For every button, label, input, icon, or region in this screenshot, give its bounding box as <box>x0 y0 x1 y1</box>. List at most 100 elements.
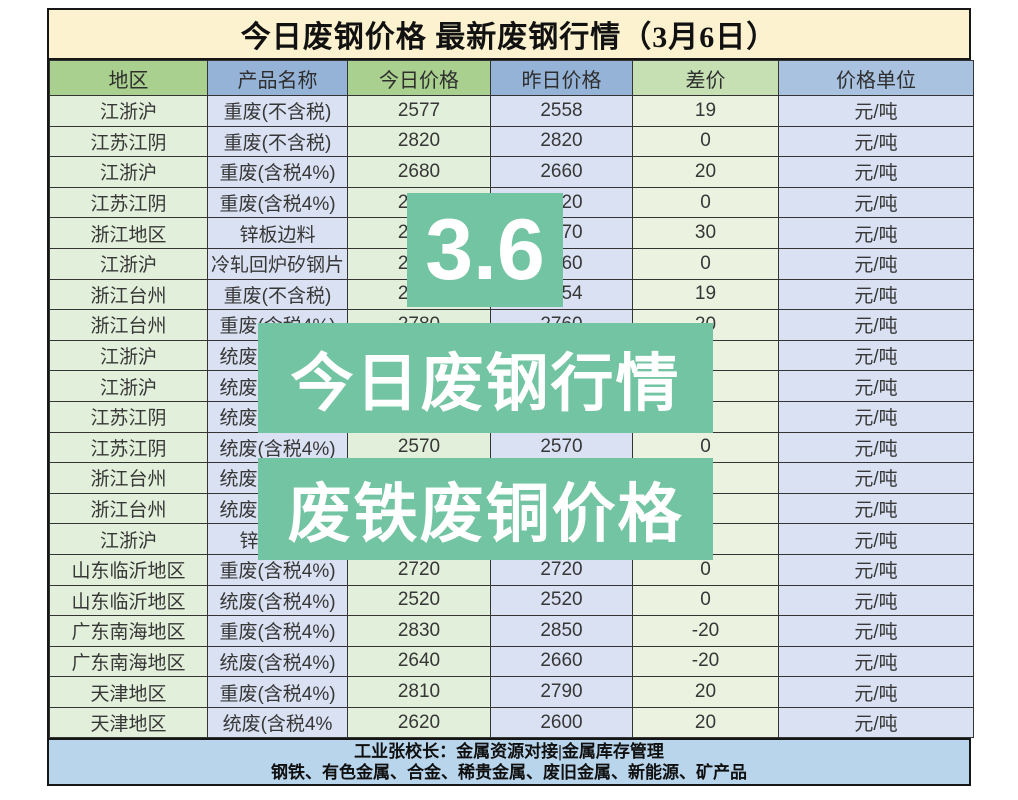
table-cell: 19 <box>632 95 779 127</box>
table-row: 天津地区 重废(含税4%) 2810 2790 20 元/吨 <box>49 676 974 708</box>
footer-line-2: 钢铁、有色金属、合金、稀贵金属、废旧金属、新能源、矿产品 <box>271 763 747 783</box>
table-cell: 山东临沂地区 <box>49 584 208 617</box>
table-cell: 2820 <box>347 125 491 158</box>
table-cell: 2660 <box>490 156 633 188</box>
table-cell: 元/吨 <box>778 431 974 464</box>
table-row: 江浙沪 重废(含税4%) 2680 2660 20 元/吨 <box>49 156 974 188</box>
table-cell: 20 <box>632 156 779 188</box>
table-cell: 广东南海地区 <box>49 645 208 678</box>
table-cell: 2520 <box>490 584 633 617</box>
table-cell: 0 <box>632 584 779 617</box>
table-cell: 2850 <box>490 615 633 647</box>
table-cell: 统废(含税4%) <box>207 584 348 617</box>
table-cell: 2810 <box>347 676 491 708</box>
table-cell: 2640 <box>347 645 491 678</box>
table-cell: 2577 <box>347 95 491 127</box>
table-cell: 重废(不含税) <box>207 95 348 127</box>
table-cell: 2520 <box>347 584 491 617</box>
table-row: 山东临沂地区 统废(含税4%) 2520 2520 0 元/吨 <box>49 584 974 617</box>
table-cell: 重废(不含税) <box>207 278 348 311</box>
table-cell: 统废(含税4%) <box>207 645 348 678</box>
table-cell: 2790 <box>490 676 633 708</box>
table-row: 江苏江阴 统废(含税4%) 2570 2570 0 元/吨 <box>49 431 974 464</box>
table-cell: 浙江台州 <box>49 278 208 311</box>
table-cell: 元/吨 <box>778 584 974 617</box>
table-cell: 2620 <box>347 706 491 739</box>
table-cell: 江苏江阴 <box>49 400 208 433</box>
table-cell: 元/吨 <box>778 278 974 311</box>
table-cell: 2600 <box>490 706 633 739</box>
table-cell: 元/吨 <box>778 706 974 739</box>
table-cell: 锌板边料 <box>207 217 348 249</box>
table-cell: 20 <box>632 706 779 739</box>
table-row: 江苏江阴 重废(不含税) 2820 2820 0 元/吨 <box>49 125 974 158</box>
table-cell: 重废(含税4%) <box>207 676 348 708</box>
header-cell-product: 产品名称 <box>207 60 348 96</box>
table-cell: 江浙沪 <box>49 156 208 188</box>
table-row: 广东南海地区 重废(含税4%) 2830 2850 -20 元/吨 <box>49 615 974 647</box>
table-cell: 江浙沪 <box>49 339 208 372</box>
table-cell: 江浙沪 <box>49 370 208 402</box>
table-cell: 元/吨 <box>778 462 974 494</box>
table-cell: 元/吨 <box>778 339 974 372</box>
table-cell: 元/吨 <box>778 676 974 708</box>
table-cell: 冷轧回炉矽钢片 <box>207 247 348 280</box>
table-row: 广东南海地区 统废(含税4%) 2640 2660 -20 元/吨 <box>49 645 974 678</box>
table-cell: 江苏江阴 <box>49 125 208 158</box>
table-cell: 20 <box>632 676 779 708</box>
table-cell: 天津地区 <box>49 676 208 708</box>
table-row: 江浙沪 重废(不含税) 2577 2558 19 元/吨 <box>49 95 974 127</box>
table-cell: 江浙沪 <box>49 95 208 127</box>
table-cell: 浙江台州 <box>49 309 208 341</box>
table-cell: 30 <box>632 217 779 249</box>
watermark-title-line-2: 废铁废铜价格 <box>258 458 713 560</box>
table-cell: 重废(含税4%) <box>207 615 348 647</box>
table-cell: 元/吨 <box>778 95 974 127</box>
table-cell: -20 <box>632 645 779 678</box>
table-cell: 0 <box>632 186 779 219</box>
table-cell: -20 <box>632 615 779 647</box>
table-cell: 浙江台州 <box>49 492 208 525</box>
table-cell: 元/吨 <box>778 156 974 188</box>
table-cell: 元/吨 <box>778 186 974 219</box>
table-cell: 元/吨 <box>778 492 974 525</box>
header-cell-yesterday-price: 昨日价格 <box>490 60 633 96</box>
table-cell: 2830 <box>347 615 491 647</box>
table-cell: 2558 <box>490 95 633 127</box>
table-cell: 江浙沪 <box>49 523 208 555</box>
table-cell: 元/吨 <box>778 615 974 647</box>
table-cell: 元/吨 <box>778 645 974 678</box>
table-cell: 0 <box>632 125 779 158</box>
table-cell: 统废(含税4% <box>207 706 348 739</box>
watermark-date-badge: 3.6 <box>407 193 563 307</box>
table-cell: 2660 <box>490 645 633 678</box>
table-cell: 统废(含税4%) <box>207 431 348 464</box>
table-cell: 重废(含税4%) <box>207 186 348 219</box>
table-cell: 19 <box>632 278 779 311</box>
table-cell: 2570 <box>347 431 491 464</box>
table-cell: 广东南海地区 <box>49 615 208 647</box>
table-cell: 江苏江阴 <box>49 431 208 464</box>
table-cell: 2820 <box>490 125 633 158</box>
header-cell-diff: 差价 <box>632 60 779 96</box>
header-row: 地区 产品名称 今日价格 昨日价格 差价 价格单位 <box>49 60 974 96</box>
table-cell: 0 <box>632 247 779 280</box>
footer: 工业张校长：金属资源对接|金属库存管理 钢铁、有色金属、合金、稀贵金属、废旧金属… <box>49 738 969 784</box>
table-cell: 元/吨 <box>778 309 974 341</box>
footer-line-1: 工业张校长：金属资源对接|金属库存管理 <box>354 742 664 762</box>
table-cell: 元/吨 <box>778 523 974 555</box>
table-cell: 江苏江阴 <box>49 186 208 219</box>
table-cell: 浙江地区 <box>49 217 208 249</box>
table-cell: 元/吨 <box>778 370 974 402</box>
table-cell: 元/吨 <box>778 553 974 586</box>
header-cell-region: 地区 <box>49 60 208 96</box>
table-cell: 天津地区 <box>49 706 208 739</box>
table-cell: 元/吨 <box>778 125 974 158</box>
table-cell: 重废(不含税) <box>207 125 348 158</box>
table-cell: 2680 <box>347 156 491 188</box>
page-title: 今日废钢价格 最新废钢行情（3月6日） <box>49 10 969 60</box>
table-cell: 浙江台州 <box>49 462 208 494</box>
header-cell-unit: 价格单位 <box>778 60 974 96</box>
table-cell: 元/吨 <box>778 400 974 433</box>
